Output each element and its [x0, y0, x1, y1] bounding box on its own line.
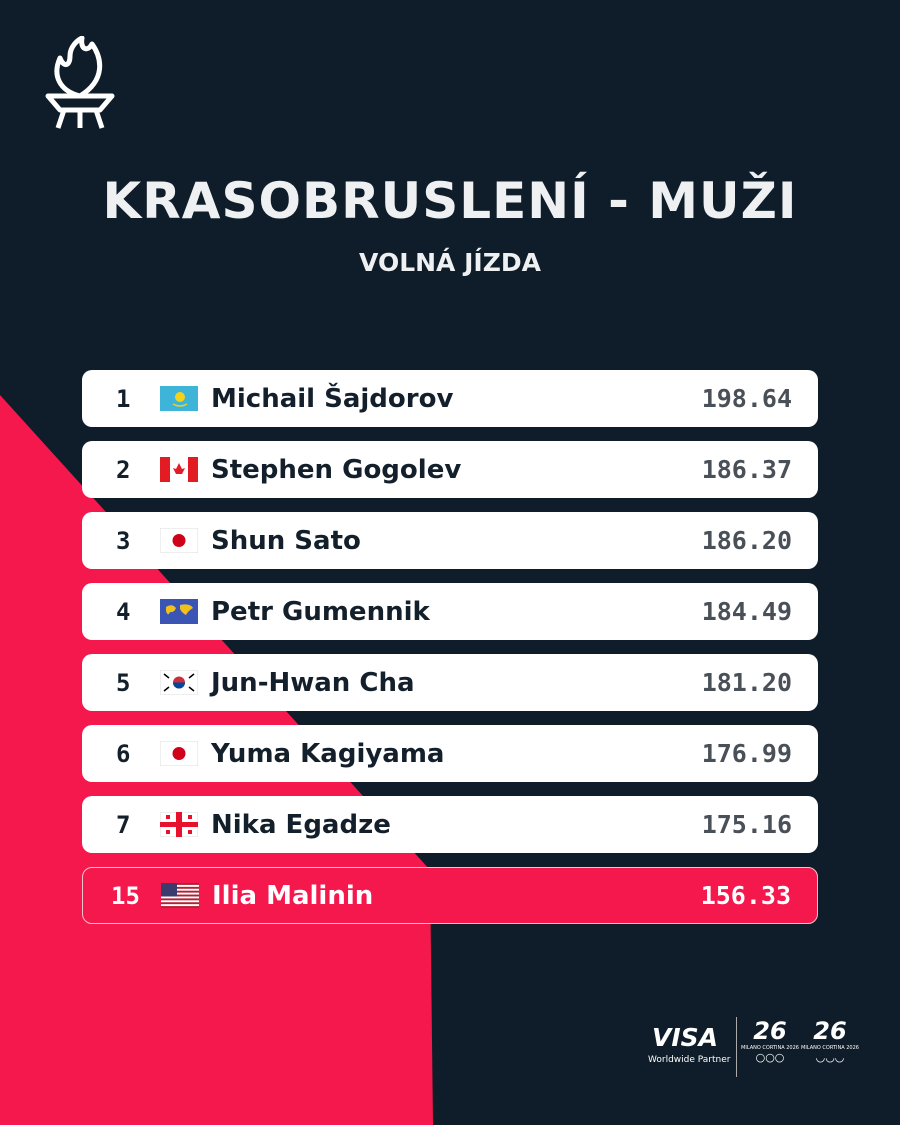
paralympic-agitos-icon: ◡◡◡	[815, 1051, 845, 1064]
score: 186.20	[701, 526, 792, 555]
rank: 5	[116, 668, 131, 697]
flag-georgia-icon	[160, 812, 198, 837]
page-title: KRASOBRUSLENÍ - MUŽI	[102, 172, 798, 230]
rank: 4	[116, 597, 131, 626]
athlete-name: Michail Šajdorov	[211, 383, 454, 414]
result-row: 2 Stephen Gogolev 186.37	[82, 441, 818, 498]
athlete-name: Petr Gumennik	[211, 596, 430, 627]
result-row: 1 Michail Šajdorov 198.64	[82, 370, 818, 427]
rank: 1	[116, 384, 131, 413]
rank: 6	[116, 739, 131, 768]
rank: 7	[116, 810, 131, 839]
flag-usa-icon	[161, 883, 199, 908]
score: 184.49	[701, 597, 792, 626]
visa-logo: VISA	[652, 1023, 719, 1052]
result-row: 7 Nika Egadze 175.16	[82, 796, 818, 853]
score: 186.37	[701, 455, 792, 484]
rank: 2	[116, 455, 131, 484]
score: 156.33	[700, 881, 791, 910]
rank: 3	[116, 526, 131, 555]
flag-individual-neutral-athletes-icon	[160, 599, 198, 624]
sponsor-tagline: Worldwide Partner	[648, 1055, 731, 1065]
results-list: 1 Michail Šajdorov 198.64 2 Stephen Gogol…	[82, 370, 818, 938]
olympic-games-logo: 26 MILANO CORTINA 2026 ○○○	[741, 1017, 799, 1064]
score: 198.64	[701, 384, 792, 413]
result-row: 3 Shun Sato 186.20	[82, 512, 818, 569]
score: 175.16	[701, 810, 792, 839]
flag-south-korea-icon	[160, 670, 198, 695]
flag-canada-icon	[160, 457, 198, 482]
torch-flame-icon	[45, 36, 115, 129]
athlete-name: Stephen Gogolev	[211, 454, 462, 485]
athlete-name: Ilia Malinin	[212, 880, 374, 911]
flag-japan-icon	[160, 528, 198, 553]
athlete-name: Jun-Hwan Cha	[211, 667, 415, 698]
athlete-name: Shun Sato	[211, 525, 361, 556]
athlete-name: Yuma Kagiyama	[211, 738, 445, 769]
sponsor-footer: VISA Worldwide Partner 26 MILANO CORTINA…	[640, 1015, 860, 1085]
result-row: 4 Petr Gumennik 184.49	[82, 583, 818, 640]
flag-kazakhstan-icon	[160, 386, 198, 411]
flag-japan-icon	[160, 741, 198, 766]
result-row: 6 Yuma Kagiyama 176.99	[82, 725, 818, 782]
page-subtitle: VOLNÁ JÍZDA	[359, 248, 541, 277]
footer-divider	[736, 1017, 737, 1077]
rank: 15	[111, 881, 140, 910]
athlete-name: Nika Egadze	[211, 809, 391, 840]
score: 181.20	[701, 668, 792, 697]
paralympic-games-logo: 26 MILANO CORTINA 2026 ◡◡◡	[801, 1017, 859, 1064]
result-row: 5 Jun-Hwan Cha 181.20	[82, 654, 818, 711]
olympic-rings-icon: ○○○	[755, 1051, 785, 1064]
score: 176.99	[701, 739, 792, 768]
result-row: 15 Ilia Malinin 156.33	[82, 867, 818, 924]
